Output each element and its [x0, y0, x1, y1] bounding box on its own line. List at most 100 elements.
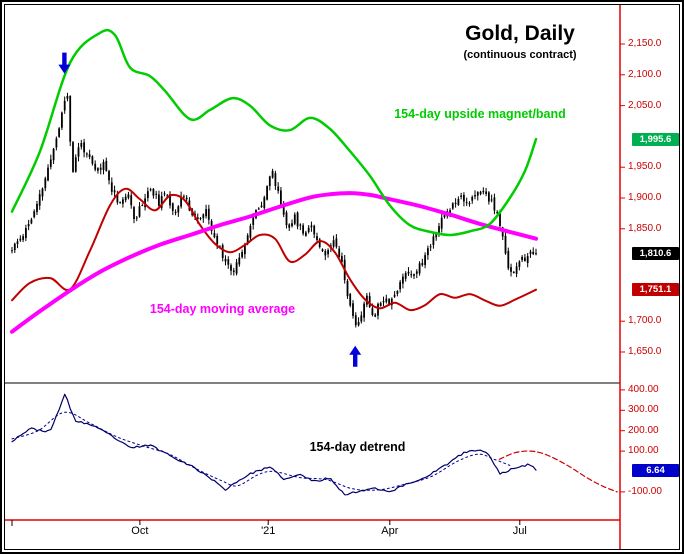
candle-body — [238, 257, 241, 265]
candle-body — [246, 235, 249, 244]
candle-body — [454, 202, 457, 204]
candle-body — [11, 250, 13, 252]
candle-body — [19, 238, 22, 241]
candle-body — [127, 194, 130, 198]
candle-body — [213, 233, 216, 238]
candle-body — [310, 225, 313, 228]
candle-body — [252, 216, 255, 225]
candle-body — [268, 176, 271, 187]
candle-body — [138, 206, 141, 217]
candle-body — [507, 250, 510, 269]
candle-body — [52, 148, 55, 161]
candle-body — [354, 315, 357, 326]
candle-body — [119, 202, 121, 204]
candle-body — [158, 194, 160, 206]
candle-body — [280, 190, 282, 205]
candle-body — [402, 276, 404, 284]
detrend-smooth-line — [11, 411, 511, 491]
candle-body — [110, 182, 113, 192]
candle-body — [499, 213, 501, 226]
candle-body — [171, 203, 174, 211]
candle-body — [435, 234, 438, 238]
candle-body — [66, 96, 69, 99]
candle-body — [413, 274, 415, 276]
candle-body — [471, 196, 474, 201]
candle-body — [299, 224, 302, 226]
candle-body — [16, 241, 19, 244]
candle-body — [432, 236, 435, 246]
candle-body — [224, 258, 227, 262]
candle-body — [535, 253, 537, 255]
candle-body — [463, 194, 465, 202]
candle-body — [338, 248, 341, 258]
candle-body — [282, 203, 285, 215]
candle-body — [180, 196, 182, 207]
candle-body — [363, 303, 365, 318]
candle-body — [424, 255, 426, 265]
candle-body — [13, 243, 16, 251]
candle-body — [399, 282, 401, 290]
candle-body — [183, 196, 185, 198]
candle-body — [305, 232, 307, 236]
candle-body — [518, 261, 521, 267]
candle-body — [113, 190, 116, 193]
candle-body — [244, 245, 246, 255]
candle-body — [216, 235, 219, 245]
projection-line — [498, 450, 618, 493]
candle-body — [488, 192, 490, 202]
candle-body — [166, 195, 169, 197]
candle-body — [99, 167, 102, 170]
candle-body — [163, 193, 166, 195]
candle-body — [135, 217, 138, 219]
candle-body — [526, 256, 529, 263]
candle-body — [199, 218, 202, 220]
candle-body — [196, 217, 199, 220]
candle-body — [230, 265, 232, 271]
candle-body — [515, 266, 518, 274]
candle-body — [160, 196, 163, 208]
candle-body — [288, 224, 291, 228]
candle-body — [379, 303, 382, 306]
candle-body — [271, 170, 274, 178]
candle-body — [443, 214, 446, 218]
candle-body — [293, 214, 296, 224]
candle-body — [38, 194, 41, 206]
candle-body — [41, 188, 44, 197]
candle-body — [396, 290, 399, 294]
candle-body — [83, 142, 85, 153]
candle-body — [266, 186, 268, 200]
candle-body — [302, 225, 304, 234]
candle-body — [474, 195, 476, 197]
candle-body — [468, 203, 471, 205]
candle-body — [427, 248, 429, 256]
candle-body — [440, 217, 443, 229]
candle-body — [457, 199, 460, 205]
candle-body — [421, 262, 424, 266]
candle-body — [124, 196, 127, 201]
candle-body — [332, 240, 335, 247]
candle-body — [177, 206, 180, 213]
candle-body — [36, 204, 38, 212]
candle-body — [429, 246, 432, 248]
candle-body — [393, 294, 396, 297]
candle-body — [155, 193, 158, 195]
candle-body — [72, 142, 74, 172]
candle-body — [249, 225, 252, 238]
candle-body — [30, 219, 33, 224]
candle-body — [451, 203, 454, 209]
candle-body — [205, 209, 207, 217]
upper-band-line — [10, 28, 538, 237]
candle-body — [532, 251, 535, 254]
candle-body — [390, 298, 393, 306]
up-arrow — [349, 345, 362, 367]
candle-body — [385, 298, 388, 302]
candle-body — [341, 256, 343, 262]
candle-body — [346, 281, 349, 297]
candle-body — [74, 157, 77, 172]
candle-body — [235, 262, 238, 274]
candle-body — [335, 238, 338, 247]
candle-body — [174, 211, 177, 214]
candle-body — [274, 173, 277, 186]
